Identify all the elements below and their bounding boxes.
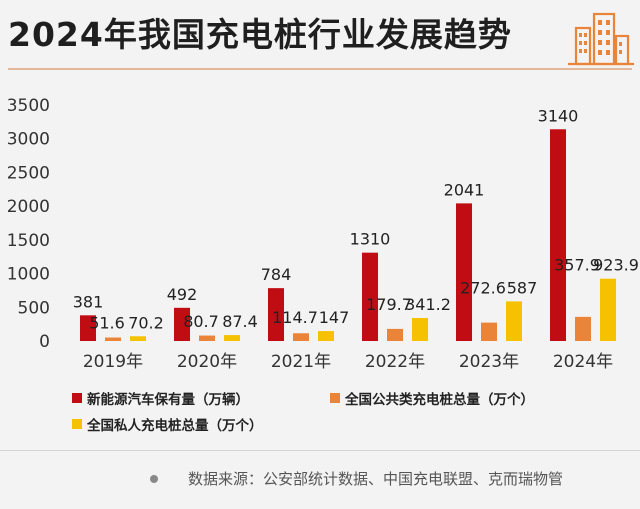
bar-1-5 xyxy=(575,316,591,341)
legend-label: 全国私人充电桩总量（万个） xyxy=(87,418,263,434)
data-label: 1310 xyxy=(350,230,391,249)
legend-label: 新能源汽车保有量（万辆） xyxy=(87,392,249,408)
data-label: 114.7 xyxy=(272,308,318,327)
title-divider xyxy=(8,68,632,70)
y-tick-label: 1000 xyxy=(7,265,50,285)
bar-2-3 xyxy=(412,317,428,341)
bar-1-3 xyxy=(387,328,403,341)
bar-0-1 xyxy=(174,307,190,341)
legend-label: 全国公共类充电桩总量（万个） xyxy=(345,392,534,408)
bar-2-4 xyxy=(506,301,522,341)
x-tick-label: 2023年 xyxy=(459,352,519,372)
y-tick-label: 2500 xyxy=(7,163,50,183)
legend-item-series-2: 全国私人充电桩总量（万个） xyxy=(72,414,263,434)
bar-1-2 xyxy=(293,333,309,341)
y-tick-label: 2000 xyxy=(7,197,50,217)
data-label: 784 xyxy=(261,265,292,284)
bar-0-3 xyxy=(362,252,378,341)
x-tick-label: 2020年 xyxy=(177,352,237,372)
y-tick-label: 3000 xyxy=(7,130,50,150)
y-tick-label: 1500 xyxy=(7,231,50,251)
chart-title: 2024年我国充电桩行业发展趋势 xyxy=(8,15,512,54)
footer-divider xyxy=(0,450,640,451)
data-label: 70.2 xyxy=(128,313,164,332)
bar-1-0 xyxy=(105,337,121,341)
data-label: 80.7 xyxy=(183,312,219,331)
data-label: 341.2 xyxy=(405,295,451,314)
x-tick-label: 2021年 xyxy=(271,352,331,372)
y-tick-label: 3500 xyxy=(7,96,50,116)
bar-chart: 0 500 1000 1500 2000 2500 3000 3500 2019年 381 51.6… xyxy=(7,96,639,372)
data-label: 587 xyxy=(507,278,538,297)
bar-1-1 xyxy=(199,335,215,341)
data-label: 272.6 xyxy=(460,278,506,297)
data-label: 179.7 xyxy=(366,295,412,314)
x-tick-label: 2024年 xyxy=(553,352,613,372)
data-label: 923.9 xyxy=(593,256,639,275)
data-label: 3140 xyxy=(538,106,579,125)
legend-item-series-1: 全国公共类充电桩总量（万个） xyxy=(330,388,534,408)
data-label: 147 xyxy=(319,308,350,327)
bar-0-5 xyxy=(550,129,566,341)
legend-swatch-red xyxy=(72,393,82,403)
legend-swatch-orange xyxy=(330,393,340,403)
y-tick-label: 0 xyxy=(39,332,50,352)
bar-1-4 xyxy=(481,322,497,341)
bar-2-2 xyxy=(318,331,334,341)
legend-swatch-yellow xyxy=(72,419,82,429)
bar-2-5 xyxy=(600,278,616,341)
bullet-dot-icon xyxy=(150,474,158,483)
bar-2-0 xyxy=(130,336,146,341)
data-source-text: 数据来源：公安部统计数据、中国充电联盟、克而瑞物管 xyxy=(188,470,564,488)
x-tick-label: 2022年 xyxy=(365,352,425,372)
data-label: 357.9 xyxy=(554,256,600,275)
data-label: 492 xyxy=(167,285,198,304)
bar-0-2 xyxy=(268,288,284,341)
data-label: 381 xyxy=(73,292,104,311)
bar-0-0 xyxy=(80,315,96,341)
bar-0-4 xyxy=(456,203,472,341)
data-source-note: 数据来源：公安部统计数据、中国充电联盟、克而瑞物管 xyxy=(150,468,563,489)
bar-2-1 xyxy=(224,335,240,341)
data-label: 2041 xyxy=(444,180,485,199)
data-label: 87.4 xyxy=(222,312,258,331)
data-label: 51.6 xyxy=(89,313,125,332)
x-tick-label: 2019年 xyxy=(83,352,143,372)
building-icon xyxy=(568,12,634,66)
y-tick-label: 500 xyxy=(18,298,50,318)
legend-item-series-0: 新能源汽车保有量（万辆） xyxy=(72,388,249,408)
